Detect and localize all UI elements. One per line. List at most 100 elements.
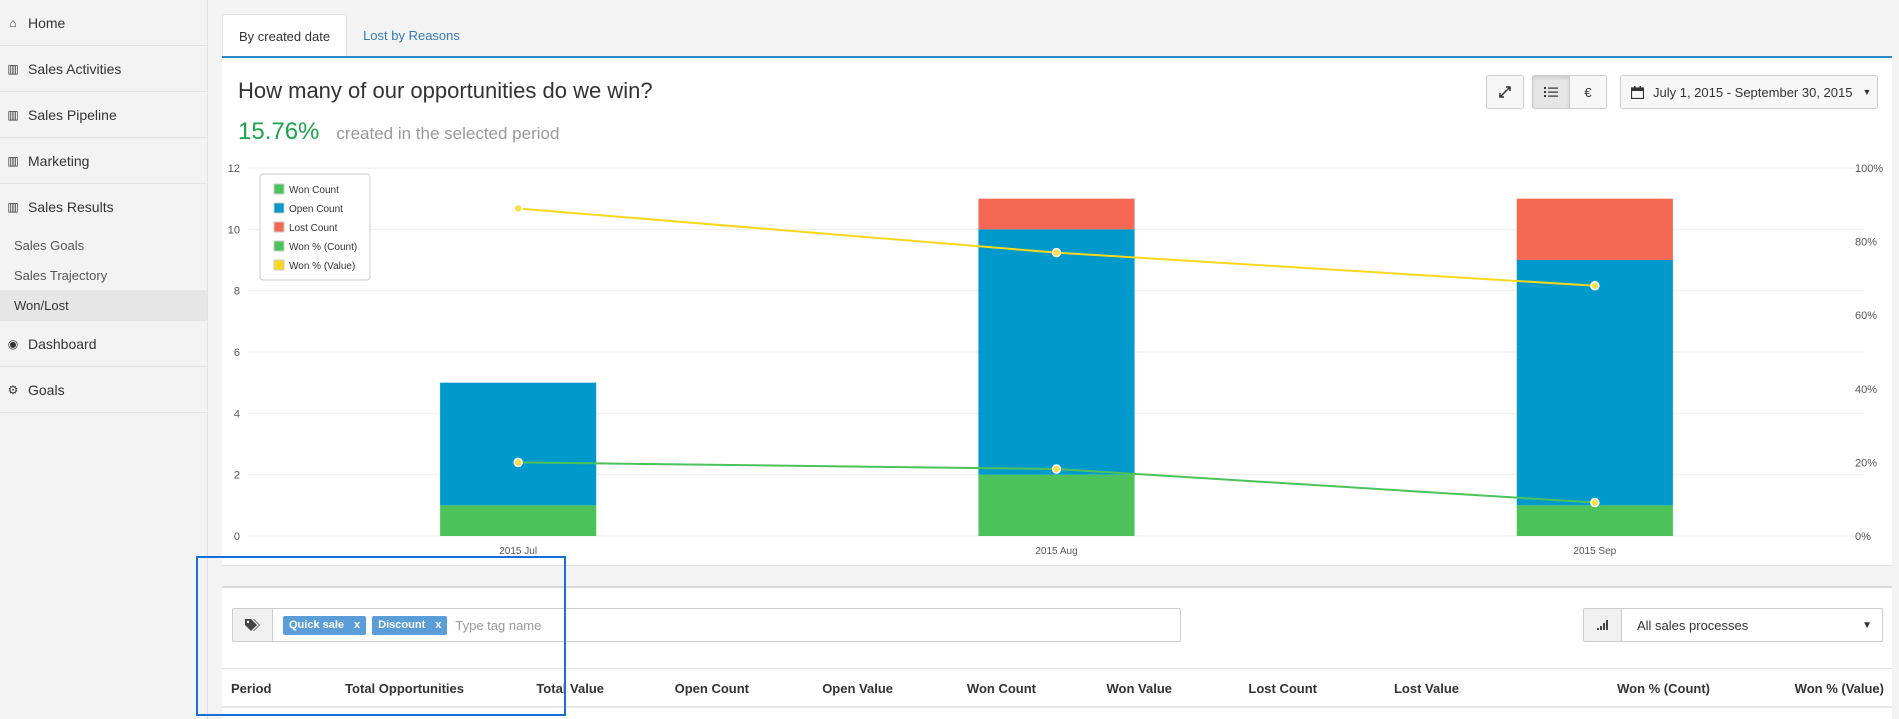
line-point [1590, 497, 1600, 508]
bar-won-count [978, 474, 1135, 536]
bar-lost-count [1516, 198, 1673, 260]
tag-remove-icon[interactable]: x [354, 619, 361, 631]
signal-icon [1584, 609, 1622, 641]
tag-filter: Quick sale x Discount x [232, 608, 1181, 642]
calendar-icon [1631, 85, 1644, 99]
panel-title: How many of our opportunities do we win? [238, 78, 653, 103]
tab-by-created-date[interactable]: By created date [222, 14, 348, 57]
kpi-text: created in the selected period [336, 124, 560, 143]
expand-icon [1499, 86, 1511, 98]
col-won-pct-value[interactable]: Won % (Value) [1794, 681, 1884, 696]
y-left-tick-label: 4 [234, 408, 240, 420]
legend-label: Won % (Value) [289, 261, 355, 272]
y-right-tick-label: 0% [1855, 531, 1871, 543]
chevron-down-icon: ▼ [1862, 619, 1872, 631]
y-left-tick-label: 10 [228, 224, 240, 236]
tag-label: Quick sale [289, 619, 345, 631]
cogs-icon: ⚙ [7, 382, 19, 397]
legend-swatch [273, 221, 285, 233]
y-right-tick-label: 60% [1855, 310, 1877, 322]
line-point [1051, 464, 1062, 474]
y-right-tick-label: 20% [1855, 457, 1877, 469]
bar-lost-count [978, 198, 1135, 230]
list-view-button[interactable] [1532, 75, 1570, 109]
tag-remove-icon[interactable]: x [435, 619, 442, 631]
sidebar-subitem-won-lost[interactable]: Won/Lost [0, 290, 207, 320]
col-won-pct-count[interactable]: Won % (Count) [1617, 681, 1710, 696]
table-header: Period Total Opportunities Total Value O… [222, 668, 1892, 708]
col-lost-value[interactable]: Lost Value [1393, 681, 1459, 696]
line-point [513, 457, 523, 468]
col-won-value[interactable]: Won Value [1106, 681, 1173, 696]
sales-process-select[interactable]: All sales processes ▼ [1583, 608, 1883, 642]
col-won-count[interactable]: Won Count [966, 681, 1036, 696]
sidebar-item-label: Sales Results [28, 199, 114, 215]
sidebar-subitem-sales-trajectory[interactable]: Sales Trajectory [14, 267, 108, 283]
sidebar-item-label: Sales Pipeline [28, 106, 117, 123]
report-tabs: By created date Lost by Reasons [222, 14, 476, 57]
line-point [1590, 281, 1600, 291]
tags-icon [233, 609, 273, 641]
col-total-opportunities[interactable]: Total Opportunities [345, 681, 464, 696]
bar-chart-icon: ▥ [7, 61, 19, 76]
y-left-tick-label: 0 [234, 531, 240, 543]
bar-open-count [1516, 260, 1673, 506]
date-range-button[interactable]: July 1, 2015 - September 30, 2015 ▼ [1620, 75, 1878, 109]
x-tick-label: 2015 Aug [1035, 546, 1077, 557]
chart-panel: How many of our opportunities do we win?… [222, 56, 1892, 566]
sidebar-item-sales-pipeline[interactable]: ▥ Sales Pipeline [0, 92, 207, 138]
col-period[interactable]: Period [231, 681, 272, 696]
col-open-count[interactable]: Open Count [674, 681, 749, 696]
tag-label: Discount [378, 619, 426, 631]
y-right-tick-label: 40% [1855, 384, 1877, 396]
sidebar-item-dashboard[interactable]: ◉ Dashboard [0, 321, 207, 367]
y-right-tick-label: 100% [1855, 163, 1883, 175]
col-open-value[interactable]: Open Value [822, 681, 893, 696]
tab-lost-by-reasons[interactable]: Lost by Reasons [363, 28, 460, 43]
legend-label: Won % (Count) [289, 242, 357, 253]
sidebar-item-label: Home [28, 14, 66, 31]
currency-button[interactable]: € [1569, 75, 1607, 109]
y-right-tick-label: 80% [1855, 237, 1877, 249]
sidebar-item-home[interactable]: ⌂ Home [0, 0, 207, 46]
sidebar-item-label: Dashboard [28, 335, 97, 352]
legend-label: Open Count [289, 204, 343, 215]
sidebar-item-marketing[interactable]: ▥ Marketing [0, 138, 207, 184]
bar-chart-icon: ▥ [7, 200, 19, 214]
kpi-value: 15.76% [238, 118, 320, 145]
legend-swatch [273, 240, 285, 252]
sidebar-subitem-sales-goals[interactable]: Sales Goals [14, 237, 85, 253]
y-left-tick-label: 2 [234, 470, 240, 482]
legend-label: Lost Count [289, 223, 338, 234]
y-left-tick-label: 6 [234, 347, 240, 359]
date-range-label: July 1, 2015 - September 30, 2015 [1653, 84, 1853, 100]
line-point [1051, 247, 1062, 258]
col-lost-count[interactable]: Lost Count [1248, 681, 1317, 696]
x-tick-label: 2015 Jul [499, 546, 537, 557]
currency-label: € [1584, 84, 1592, 100]
expand-button[interactable] [1486, 75, 1524, 109]
y-left-tick-label: 8 [234, 286, 240, 298]
sidebar-item-label: Sales Activities [28, 60, 122, 77]
legend-box [259, 173, 371, 281]
legend-label: Won Count [289, 185, 339, 196]
legend-swatch [273, 202, 285, 214]
y-left-tick-label: 12 [228, 163, 240, 175]
sidebar-item-sales-activities[interactable]: ▥ Sales Activities [0, 46, 207, 92]
sidebar-item-goals[interactable]: ⚙ Goals [0, 367, 207, 413]
dashboard-icon: ◉ [7, 336, 19, 351]
sidebar-item-label: Goals [28, 381, 65, 398]
won-lost-chart: 0 2 4 6 8 10 12 0% 20% 40% 60% 80% 100% 2015 Jul 2015 … [228, 163, 1884, 557]
x-tick-label: 2015 Sep [1573, 546, 1616, 557]
tag-input[interactable] [455, 617, 756, 633]
chevron-down-icon: ▼ [1862, 87, 1872, 97]
sidebar-item-label: Marketing [28, 152, 90, 169]
sidebar: ⌂ Home ▥ Sales Activities ▥ Sales Pipeli… [0, 0, 208, 719]
sidebar-item-sales-results[interactable]: ▥ Sales Results [0, 184, 207, 230]
filter-panel: Quick sale x Discount x All sales proces… [222, 586, 1892, 719]
col-total-value[interactable]: Total Value [536, 681, 604, 696]
home-icon: ⌂ [9, 15, 17, 30]
line-point [513, 203, 523, 214]
tag-discount: Discount x [372, 615, 448, 635]
